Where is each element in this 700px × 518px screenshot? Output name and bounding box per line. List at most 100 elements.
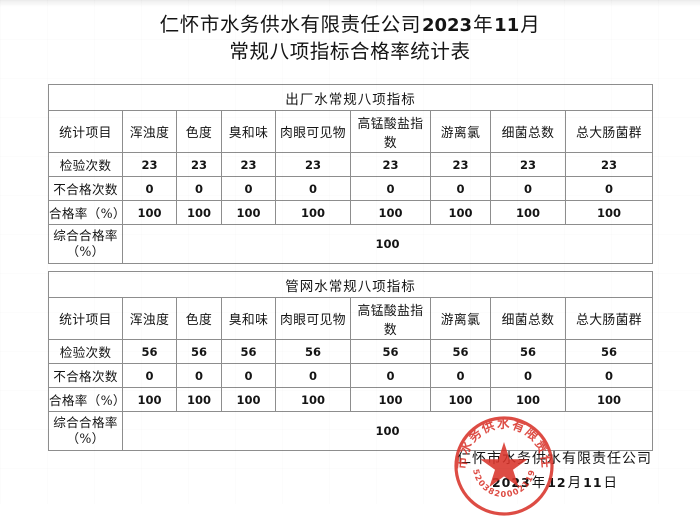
cell-value: 100 [430,200,491,225]
cell-value: 100 [176,387,222,412]
column-header-chroma: 色度 [176,297,222,340]
overall-rate-label-line2: （%） [66,431,105,446]
cell-value: 0 [490,176,566,201]
cell-value: 100 [275,200,351,225]
column-header-total-coliform: 总大肠菌群 [564,297,654,340]
cell-value: 56 [122,339,177,364]
column-header-free-chlorine: 游离氯 [430,110,491,153]
signature-date-month: 12 [547,474,567,490]
cell-value: 0 [176,363,222,388]
signature-block: 仁怀市水务供水有限责任公司 2023年12月11日 [457,447,652,495]
overall-rate-label-line1: 综合合格率 [53,414,118,430]
cell-value: 56 [221,339,276,364]
signature-date-day: 11 [583,474,603,490]
cell-value: 0 [221,176,276,201]
column-header-odor: 臭和味 [221,110,276,153]
cell-value: 0 [490,363,566,388]
table-band-title-row: 出厂水常规八项指标 [47,84,654,111]
cell-value: 56 [275,339,351,364]
column-header-total-coliform: 总大肠菌群 [564,110,654,153]
cell-value: 0 [564,176,654,201]
cell-value: 23 [490,152,566,177]
column-header-free-chlorine: 游离氯 [430,297,491,340]
table-band-title-row: 管网水常规八项指标 [47,271,654,298]
row-label-fail-count: 不合格次数 [48,176,123,201]
title-company: 仁怀市水务供水有限责任公司 [159,13,421,36]
row-label-pass-rate: 合格率（%） [48,387,125,412]
table-row: 合格率（%） 100 100 100 100 100 100 100 100 [48,200,654,225]
report-table-network-water: 管网水常规八项指标 统计项目 浑浊度 色度 臭和味 肉眼可见物 高锰酸盐指数 游… [47,271,654,451]
cell-value: 100 [490,387,566,412]
cell-value: 100 [490,200,566,225]
table-row: 合格率（%） 100 100 100 100 100 100 100 100 [48,387,654,412]
title-year-unit: 年 [473,13,494,36]
cell-value: 100 [122,200,177,225]
table-row: 检验次数 56 56 56 56 56 56 56 56 [48,339,654,364]
cell-value: 100 [564,387,654,412]
cell-value: 23 [430,152,491,177]
table-total-row: 综合合格率 （%） 100 [48,411,654,451]
row-label-overall-rate: 综合合格率 （%） [48,411,123,451]
cell-value: 56 [350,339,431,364]
column-header-chroma: 色度 [176,110,222,153]
column-header-visible-matter: 肉眼可见物 [275,297,351,340]
cell-value: 100 [221,387,276,412]
cell-value: 23 [122,152,177,177]
table-block-network-water: 管网水常规八项指标 统计项目 浑浊度 色度 臭和味 肉眼可见物 高锰酸盐指数 游… [47,271,654,451]
title-month: 11 [494,15,520,36]
cell-value: 0 [122,176,177,201]
column-header-item: 统计项目 [48,297,123,340]
cell-value: 0 [275,363,351,388]
signature-company: 仁怀市水务供水有限责任公司 [457,451,652,467]
column-header-total-bacteria: 细菌总数 [490,297,566,340]
cell-value: 0 [176,176,222,201]
title-year: 2023 [421,15,473,36]
cell-value: 0 [122,363,177,388]
table-header-row: 统计项目 浑浊度 色度 臭和味 肉眼可见物 高锰酸盐指数 游离氯 细菌总数 总大… [48,297,654,340]
signature-date-year: 2023 [491,474,531,490]
row-label-test-count: 检验次数 [48,339,123,364]
page-title: 仁怀市水务供水有限责任公司2023年11月 常规八项指标合格率统计表 [0,0,700,66]
cell-value: 23 [176,152,222,177]
overall-rate-label-line1: 综合合格率 [53,227,118,243]
column-header-odor: 臭和味 [221,297,276,340]
cell-value: 56 [176,339,222,364]
cell-value: 0 [350,363,431,388]
cell-value: 0 [221,363,276,388]
cell-value: 56 [490,339,566,364]
table-block-factory-water: 出厂水常规八项指标 统计项目 浑浊度 色度 臭和味 肉眼可见物 高锰酸盐指数 游… [47,84,654,264]
row-label-pass-rate: 合格率（%） [48,200,125,225]
cell-value: 100 [122,387,177,412]
row-label-test-count: 检验次数 [48,152,123,177]
table-header-row: 统计项目 浑浊度 色度 臭和味 肉眼可见物 高锰酸盐指数 游离氯 细菌总数 总大… [48,110,654,153]
cell-value: 23 [275,152,351,177]
cell-value: 0 [564,363,654,388]
row-label-fail-count: 不合格次数 [48,363,123,388]
overall-rate-value: 100 [121,224,654,264]
column-header-permanganate-index: 高锰酸盐指数 [350,297,431,340]
cell-value: 100 [350,387,431,412]
signature-date-day-unit: 日 [603,474,619,491]
cell-value: 23 [564,152,654,177]
cell-value: 0 [430,176,491,201]
cell-value: 56 [564,339,654,364]
cell-value: 100 [176,200,222,225]
table-total-row: 综合合格率 （%） 100 [48,224,654,264]
cell-value: 100 [350,200,431,225]
table-row: 不合格次数 0 0 0 0 0 0 0 0 [48,176,654,201]
cell-value: 100 [564,200,654,225]
cell-value: 23 [350,152,431,177]
signature-date-year-unit: 年 [531,474,547,491]
column-header-visible-matter: 肉眼可见物 [275,110,351,153]
title-line-1: 仁怀市水务供水有限责任公司2023年11月 [0,12,700,39]
cell-value: 100 [221,200,276,225]
cell-value: 56 [430,339,491,364]
column-header-permanganate-index: 高锰酸盐指数 [350,110,431,153]
overall-rate-label-line2: （%） [66,244,105,259]
cell-value: 100 [275,387,351,412]
column-header-turbidity: 浑浊度 [122,297,177,340]
row-label-overall-rate: 综合合格率 （%） [48,224,123,264]
report-table-factory-water: 出厂水常规八项指标 统计项目 浑浊度 色度 臭和味 肉眼可见物 高锰酸盐指数 游… [47,84,654,264]
cell-value: 100 [430,387,491,412]
